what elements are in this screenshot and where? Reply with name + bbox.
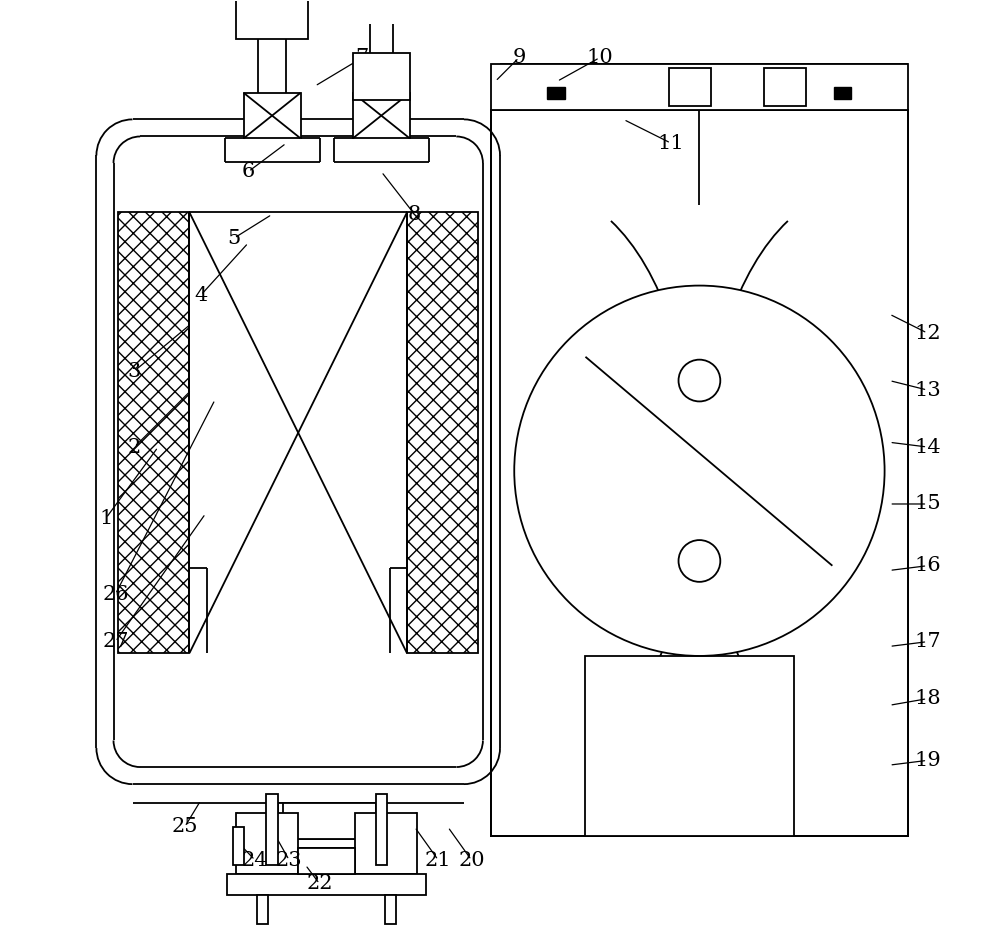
Polygon shape [491, 110, 543, 836]
Text: 25: 25 [171, 817, 198, 836]
Polygon shape [491, 110, 680, 319]
Bar [491, 110, 908, 836]
Text: 6: 6 [242, 162, 255, 181]
Text: 24: 24 [242, 850, 268, 869]
Text: 8: 8 [408, 204, 421, 223]
Bar [764, 68, 806, 107]
Text: 7: 7 [356, 49, 369, 68]
Text: 21: 21 [425, 850, 452, 869]
Polygon shape [491, 647, 543, 836]
Text: 14: 14 [914, 437, 941, 456]
Bar [266, 794, 278, 864]
Circle shape [679, 540, 720, 582]
Polygon shape [834, 87, 851, 99]
Text: 17: 17 [914, 632, 941, 651]
Text: 15: 15 [914, 495, 941, 514]
Bar [353, 53, 410, 101]
Bar [407, 212, 478, 653]
Polygon shape [547, 87, 565, 99]
Bar [257, 895, 268, 923]
Text: 27: 27 [102, 632, 129, 651]
Text: 1: 1 [99, 509, 113, 528]
Bar [236, 0, 308, 39]
Bar [585, 656, 794, 836]
Text: 9: 9 [512, 49, 526, 68]
Bar [283, 803, 376, 839]
Bar [244, 93, 301, 139]
Bar [233, 826, 244, 864]
Bar [298, 847, 355, 874]
Polygon shape [718, 110, 908, 319]
Bar [353, 93, 410, 139]
Bar [227, 874, 426, 895]
Text: 12: 12 [914, 323, 941, 342]
Text: 4: 4 [194, 285, 207, 304]
Circle shape [514, 285, 885, 656]
Text: 2: 2 [128, 437, 141, 456]
Text: 18: 18 [914, 689, 941, 708]
Bar [669, 68, 711, 107]
Text: 23: 23 [276, 850, 302, 869]
Bar [385, 895, 396, 923]
Bar [355, 812, 417, 874]
Polygon shape [856, 647, 908, 836]
Bar [278, 803, 371, 839]
Text: 26: 26 [102, 585, 129, 604]
Text: 13: 13 [914, 380, 941, 399]
Text: 5: 5 [227, 228, 241, 247]
Bar [491, 110, 908, 836]
Text: 22: 22 [306, 874, 333, 893]
Bar [236, 812, 298, 874]
Text: 10: 10 [586, 49, 613, 68]
Bar [118, 212, 189, 653]
Polygon shape [856, 110, 908, 836]
Bar [491, 65, 908, 110]
Text: 11: 11 [658, 134, 684, 153]
Text: 3: 3 [128, 361, 141, 380]
Circle shape [679, 359, 720, 401]
Text: 20: 20 [458, 850, 485, 869]
Text: 16: 16 [914, 556, 941, 575]
Bar [376, 794, 387, 864]
Text: 19: 19 [914, 751, 941, 770]
